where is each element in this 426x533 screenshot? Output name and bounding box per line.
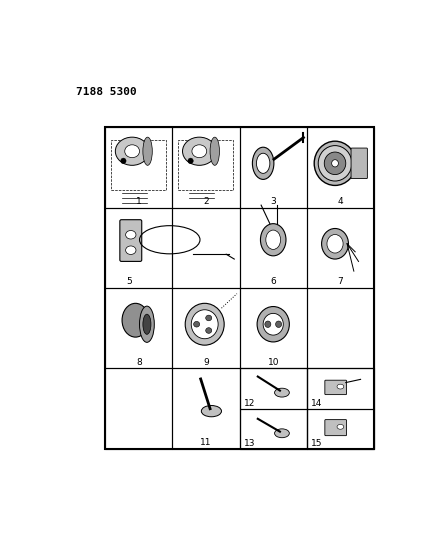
Ellipse shape [125, 246, 135, 254]
Text: 2: 2 [203, 197, 208, 206]
Ellipse shape [323, 152, 345, 175]
Ellipse shape [210, 137, 219, 165]
Text: 1: 1 [135, 197, 141, 206]
Ellipse shape [125, 230, 135, 239]
Ellipse shape [326, 235, 342, 253]
Bar [105, 127, 172, 207]
Bar [177, 140, 232, 190]
Bar [306, 207, 373, 288]
Text: 8: 8 [135, 358, 141, 367]
Text: 7188 5300: 7188 5300 [76, 87, 136, 97]
Bar [239, 288, 306, 368]
Bar [239, 127, 306, 207]
Bar [306, 288, 373, 368]
Bar [172, 207, 239, 288]
Ellipse shape [256, 306, 289, 342]
Bar [306, 368, 373, 449]
Ellipse shape [260, 224, 285, 256]
Bar [239, 207, 306, 288]
Ellipse shape [122, 303, 149, 337]
Ellipse shape [191, 310, 218, 339]
Ellipse shape [182, 137, 216, 165]
Bar [239, 409, 306, 449]
Text: 11: 11 [200, 439, 211, 447]
Ellipse shape [317, 146, 351, 181]
Ellipse shape [331, 160, 337, 167]
Ellipse shape [264, 321, 270, 327]
FancyBboxPatch shape [324, 380, 346, 394]
Ellipse shape [314, 141, 355, 185]
Ellipse shape [336, 424, 343, 429]
Bar [105, 207, 172, 288]
Ellipse shape [336, 384, 343, 389]
Text: 14: 14 [311, 399, 322, 408]
Bar [239, 368, 306, 449]
Text: 5: 5 [126, 278, 132, 287]
Text: 4: 4 [337, 197, 343, 206]
Bar [239, 368, 306, 409]
Ellipse shape [201, 406, 221, 417]
Ellipse shape [275, 321, 281, 327]
Bar [306, 368, 373, 409]
Ellipse shape [274, 429, 289, 438]
Bar [105, 368, 172, 449]
Bar [306, 127, 373, 207]
Ellipse shape [205, 328, 211, 333]
Bar [110, 140, 165, 190]
Ellipse shape [256, 154, 269, 173]
Ellipse shape [262, 313, 282, 335]
Ellipse shape [185, 303, 224, 345]
Bar [172, 368, 239, 449]
Ellipse shape [124, 145, 139, 158]
Ellipse shape [321, 229, 348, 259]
Bar [172, 127, 239, 207]
Bar [306, 409, 373, 449]
Ellipse shape [274, 388, 289, 397]
Ellipse shape [265, 230, 280, 249]
FancyBboxPatch shape [120, 220, 141, 261]
Ellipse shape [139, 306, 154, 342]
Ellipse shape [193, 321, 199, 327]
Ellipse shape [143, 137, 152, 165]
Ellipse shape [115, 137, 149, 165]
Text: 10: 10 [267, 358, 278, 367]
Ellipse shape [252, 147, 273, 180]
Text: 12: 12 [243, 399, 255, 408]
Text: 9: 9 [203, 358, 208, 367]
Ellipse shape [121, 158, 126, 164]
Ellipse shape [143, 314, 151, 334]
Text: 7: 7 [337, 278, 343, 287]
Text: 3: 3 [270, 197, 276, 206]
Ellipse shape [205, 315, 211, 321]
Ellipse shape [187, 158, 193, 164]
FancyBboxPatch shape [324, 419, 346, 435]
Bar [105, 288, 172, 368]
Text: 15: 15 [311, 439, 322, 448]
Text: 13: 13 [243, 439, 255, 448]
Ellipse shape [191, 145, 206, 158]
FancyBboxPatch shape [350, 148, 366, 179]
Text: 6: 6 [270, 278, 276, 287]
Bar [105, 127, 373, 449]
Bar [172, 288, 239, 368]
